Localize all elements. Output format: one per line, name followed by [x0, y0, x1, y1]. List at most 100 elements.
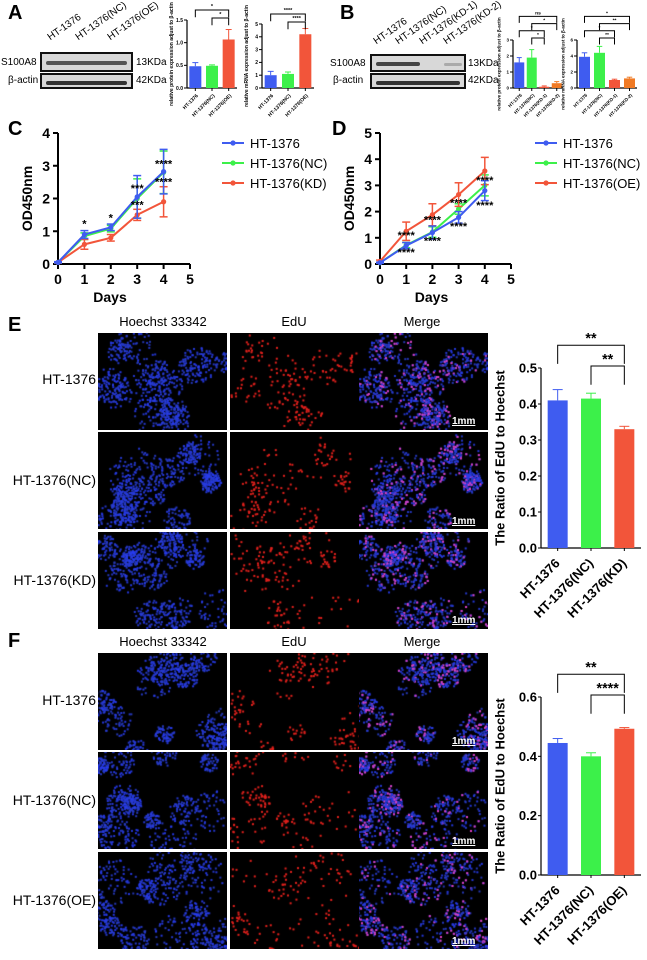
micrograph-edu	[230, 653, 359, 750]
x-tick-label: 5	[186, 271, 194, 287]
micrograph-merge	[359, 752, 488, 849]
legend-label: HT-1376(NC)	[250, 156, 327, 171]
y-tick-label: 4	[42, 125, 50, 141]
column-header: EdU	[281, 634, 307, 649]
size-label: 42KDa	[468, 75, 499, 86]
y-tick-label: 3	[42, 158, 50, 174]
bar	[547, 742, 568, 875]
data-point	[456, 191, 462, 198]
significance-label: **	[602, 352, 614, 368]
micrograph-hoechst	[98, 333, 227, 430]
significance-label: **	[613, 18, 617, 24]
significance-bracket	[590, 365, 625, 385]
significance-label: *	[82, 218, 87, 230]
micrograph-edu	[230, 852, 359, 949]
y-axis-label: relative mRNA expression adjust to β-act…	[244, 5, 250, 107]
y-tick-label: 2	[255, 60, 258, 66]
micrograph-hoechst	[98, 653, 227, 750]
panel-label-e: E	[8, 314, 22, 336]
x-axis-label: Days	[93, 289, 127, 305]
significance-label: ****	[292, 16, 301, 22]
significance-bracket	[211, 17, 230, 26]
bar	[551, 83, 562, 88]
legend-label: HT-1376(OE)	[563, 176, 640, 191]
row-label: HT-1376(OE)	[12, 892, 96, 908]
y-axis-label: relative protein expression adjust to β-…	[496, 17, 501, 111]
scale-bar: 1mm	[452, 936, 476, 947]
bar	[547, 400, 568, 548]
y-tick-label: 0.6	[519, 690, 537, 705]
size-label: 42KDa	[136, 75, 167, 86]
y-tick-label: 6	[570, 38, 573, 43]
micrograph-merge	[359, 432, 488, 529]
significance-label: *	[219, 12, 222, 18]
significance-label: *	[537, 32, 539, 38]
significance-label: *	[543, 18, 545, 24]
significance-bracket	[584, 30, 615, 38]
y-tick-label: 2	[364, 204, 372, 220]
y-tick-label: 1.0	[176, 40, 183, 46]
panel-label-d: D	[332, 118, 347, 140]
chart-E: 0.00.10.20.30.40.5HT-1376HT-1376(NC)HT-1…	[493, 331, 641, 621]
data-point	[161, 169, 167, 175]
y-tick-label: 1.5	[176, 18, 183, 24]
protein-label: S100A8	[330, 58, 366, 69]
significance-label: ****	[398, 230, 416, 242]
y-axis-label: relative mRNA expression adjust to β-act…	[560, 18, 565, 110]
x-tick-label: 2	[107, 271, 115, 287]
panel-label-b: B	[340, 2, 355, 24]
bar	[624, 78, 635, 88]
data-point	[81, 241, 87, 247]
micrograph-hoechst	[98, 532, 227, 629]
scale-bar: 1mm	[452, 836, 476, 847]
bar	[581, 398, 601, 548]
y-axis-label: The Ratio of EdU to Hoechst	[493, 370, 508, 546]
y-tick-label: 4	[255, 35, 258, 41]
y-tick-label: 5	[255, 22, 258, 28]
y-tick-label: 1	[506, 70, 509, 75]
significance-label: *	[606, 10, 608, 16]
y-tick-label: 0.3	[519, 433, 537, 448]
data-point	[456, 214, 462, 220]
data-point	[429, 229, 435, 236]
significance-bracket	[599, 23, 630, 31]
bar	[282, 73, 294, 88]
bar	[189, 66, 202, 88]
micrograph-edu	[230, 532, 359, 629]
legend-label: HT-1376(NC)	[563, 156, 640, 171]
y-tick-label: 0.4	[519, 397, 538, 412]
significance-label: ****	[450, 221, 468, 233]
micrograph-merge	[359, 653, 488, 750]
micrograph-merge	[359, 333, 488, 430]
significance-bracket	[599, 37, 615, 45]
significance-bracket	[531, 23, 558, 31]
panel-label-c: C	[8, 118, 23, 140]
column-header: Merge	[403, 314, 441, 329]
bar	[299, 34, 312, 88]
scale-bar: 1mm	[452, 416, 476, 427]
legend-marker	[230, 140, 236, 146]
y-tick-label: 3	[255, 47, 258, 53]
significance-label: ****	[450, 197, 468, 209]
panel-label-a: A	[8, 2, 23, 24]
y-tick-label: 2	[42, 191, 50, 207]
significance-bracket	[518, 30, 545, 38]
significance-bracket	[287, 21, 306, 30]
significance-label: ****	[476, 175, 494, 187]
bar	[206, 65, 218, 88]
y-tick-label: 0.0	[176, 86, 183, 92]
y-tick-label: 0	[42, 256, 50, 272]
significance-bracket	[557, 673, 625, 693]
legend-marker	[543, 160, 549, 166]
legend-marker	[230, 180, 236, 186]
data-point	[134, 194, 140, 200]
x-tick-label: 3	[455, 271, 463, 287]
micrograph-hoechst	[98, 852, 227, 949]
x-tick-label: 0	[376, 271, 384, 287]
y-axis-label: OD450nm	[341, 166, 357, 231]
y-tick-label: 5	[364, 125, 372, 141]
size-label: 13KDa	[136, 57, 167, 68]
scale-bar: 1mm	[452, 516, 476, 527]
significance-label: **	[585, 660, 597, 676]
